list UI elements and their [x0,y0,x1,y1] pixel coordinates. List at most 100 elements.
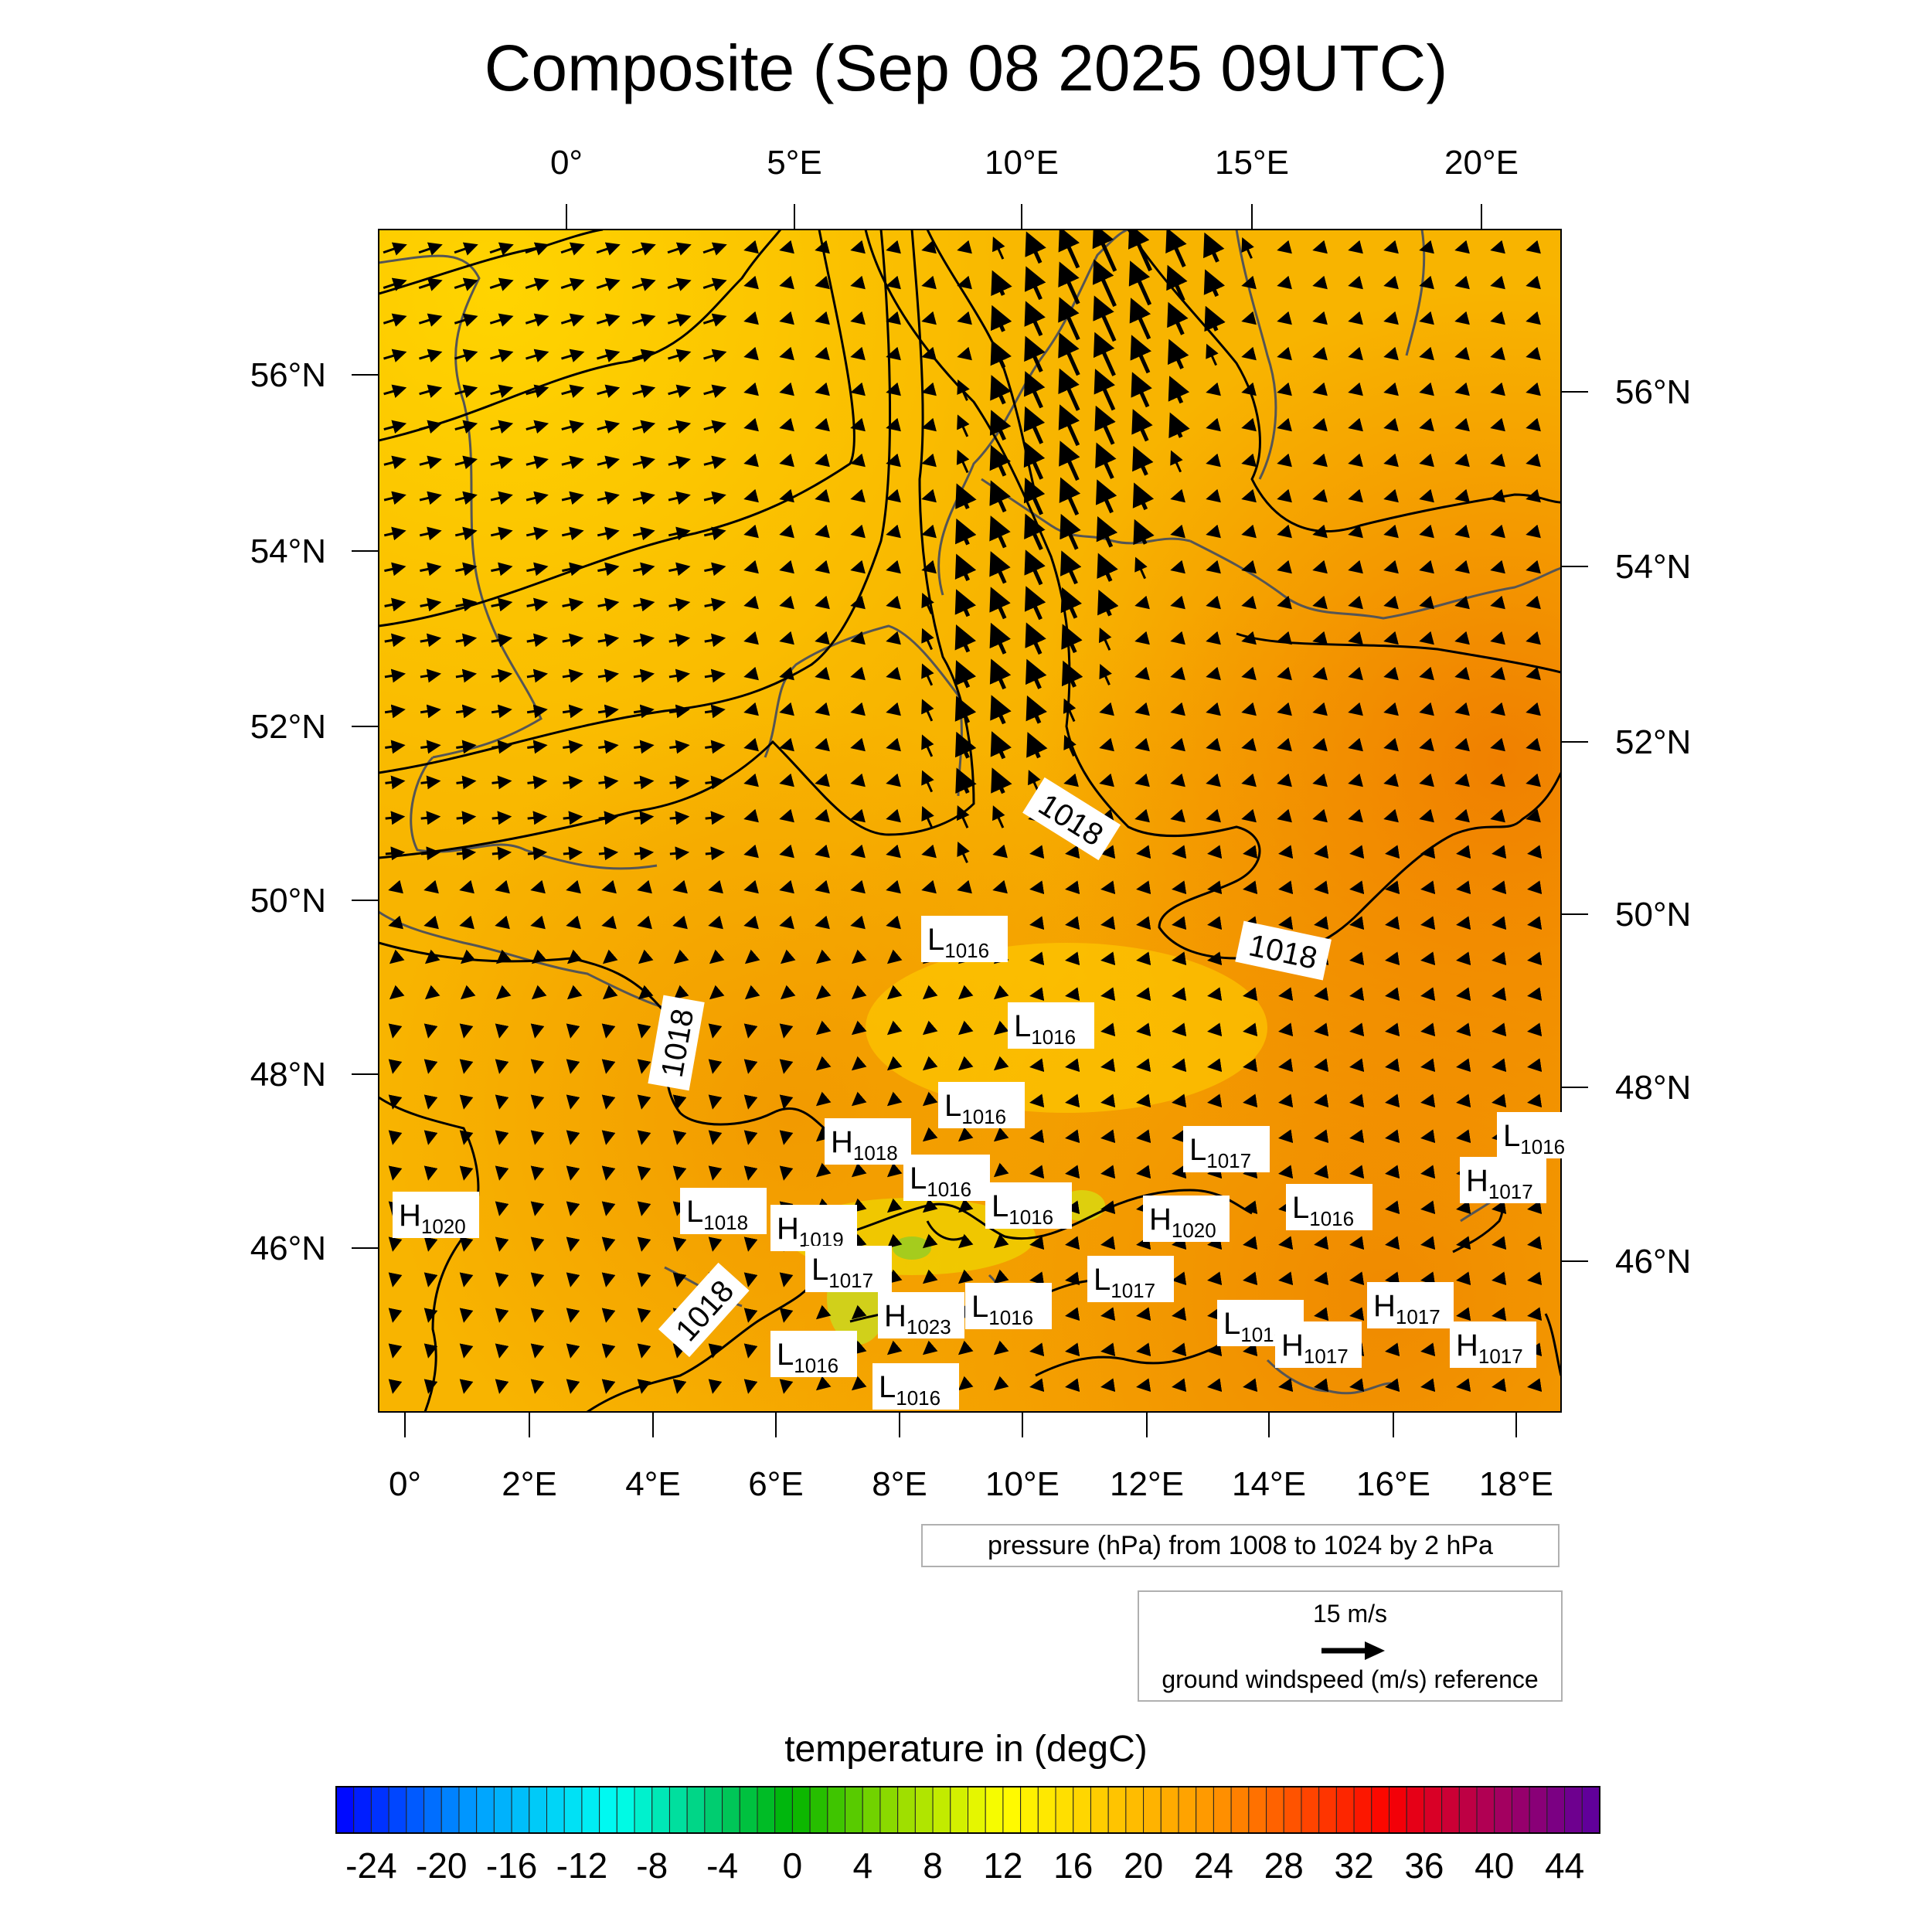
wind-vector [954,731,977,759]
wind-vector [1492,987,1507,1002]
wind-vector [669,740,690,754]
colorbar-swatch [1476,1786,1495,1834]
wind-vector [957,1198,974,1213]
wind-vector [850,702,866,716]
wind-vector [815,382,830,396]
wind-vector [1065,1058,1080,1073]
wind-vector [562,597,584,612]
wind-vector [637,1059,651,1074]
wind-vector [815,666,830,681]
wind-vector [1025,231,1046,264]
wind-vector [1241,311,1257,325]
pressure-center-label: H1017 [1367,1282,1454,1328]
wind-vector [1526,666,1541,681]
wind-vector [1456,1094,1471,1108]
wind-vector [779,666,794,681]
wind-vector [672,879,688,894]
wind-vector [886,985,903,1000]
wind-vector [491,633,513,648]
wind-vector [601,1201,616,1216]
wind-vector [708,1343,723,1359]
wind-vector [1029,1094,1045,1108]
wind-vector [423,1272,438,1287]
wind-vector [743,453,759,468]
wind-vector [1136,1342,1151,1357]
wind-vector [1385,987,1400,1002]
wind-vector [1136,1307,1151,1321]
wind-vector [384,668,406,683]
wind-vector [1456,1378,1471,1393]
wind-vector [597,526,620,541]
wind-vector [1490,808,1505,823]
wind-vector [1029,845,1045,859]
wind-vector [956,805,970,828]
wind-vector [526,491,549,505]
wind-vector [561,420,585,434]
wind-vector [1314,1307,1329,1321]
wind-vector [1277,311,1292,325]
wind-vector [1490,240,1505,254]
colorbar-tick-label: 16 [1053,1845,1093,1886]
wind-vector [418,313,443,327]
wind-vector [704,668,726,683]
colorbar-swatch [581,1786,600,1834]
wind-vector [957,275,972,290]
wind-vector [495,1094,509,1110]
wind-vector [1492,1378,1507,1393]
wind-vector [566,1201,580,1216]
pressure-center-label: H1017 [1275,1321,1362,1368]
wind-vector [779,1308,794,1323]
wind-vector [1065,987,1080,1002]
wind-vector [455,633,478,648]
pressure-center-label: H1019 [770,1205,857,1251]
wind-vector [1314,1094,1329,1108]
wind-vector [709,985,725,1000]
wind-vector [424,949,440,964]
wind-vector [1349,916,1365,930]
wind-vector [921,560,937,574]
wind-vector [886,1340,903,1355]
wind-vector [779,524,794,539]
wind-vector [850,488,866,503]
wind-vector [743,808,759,823]
wind-vector [957,414,970,437]
wind-vector [1206,488,1221,503]
wind-vector [1348,275,1363,290]
wind-vector [1172,1342,1187,1357]
colorbar-swatch [563,1786,583,1834]
colorbar-swatch [440,1786,460,1834]
wind-vector [1526,702,1541,716]
wind-vector [851,1376,867,1391]
wind-vector [530,1201,545,1216]
wind-vector [851,1304,867,1320]
wind-vector [1490,595,1505,610]
wind-vector [1207,845,1223,859]
wind-vector [1277,346,1292,361]
wind-vector [631,277,656,291]
wind-vector [957,1127,974,1142]
wind-vector [1420,1378,1436,1393]
wind-vector [383,242,407,256]
wind-vector [1349,1165,1365,1179]
wind-vector [1419,346,1434,361]
pressure-center-label: L1016 [985,1182,1072,1229]
colorbar-tick-label: 24 [1194,1845,1233,1886]
wind-vector [708,1094,723,1110]
wind-vector [850,844,866,859]
wind-vector [1490,737,1505,752]
wind-vector [1207,1378,1223,1393]
wind-vector [1312,240,1328,254]
wind-vector [1456,951,1471,966]
wind-vector [526,562,549,577]
svg-text:H1020: H1020 [1149,1202,1216,1242]
wind-vector [780,949,796,964]
wind-vector [489,242,514,256]
wind-vector [1420,1236,1436,1250]
wind-vector [1490,488,1505,503]
wind-vector [1526,737,1541,752]
wind-vector [1419,595,1434,610]
wind-vector [1348,595,1363,610]
wind-vector [459,1165,474,1181]
wind-vector [989,515,1011,549]
